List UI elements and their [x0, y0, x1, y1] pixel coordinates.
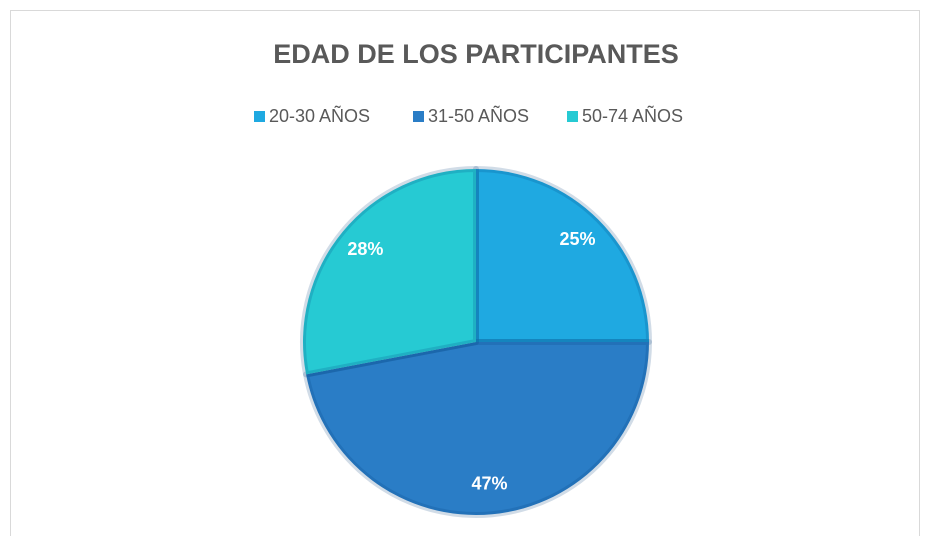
legend-label: 50-74 AÑOS — [582, 105, 683, 126]
data-label: 25% — [560, 229, 596, 249]
pie-slice — [300, 166, 479, 378]
legend-swatch — [413, 111, 424, 122]
legend-swatch — [567, 111, 578, 122]
pie-slice — [473, 166, 652, 345]
chart-title: EDAD DE LOS PARTICIPANTES — [273, 39, 679, 69]
legend-label: 20-30 AÑOS — [269, 105, 370, 126]
pie-slice — [303, 339, 652, 519]
legend-swatch — [254, 111, 265, 122]
data-label: 47% — [471, 474, 507, 494]
data-label: 28% — [347, 239, 383, 259]
legend-label: 31-50 AÑOS — [428, 105, 529, 126]
